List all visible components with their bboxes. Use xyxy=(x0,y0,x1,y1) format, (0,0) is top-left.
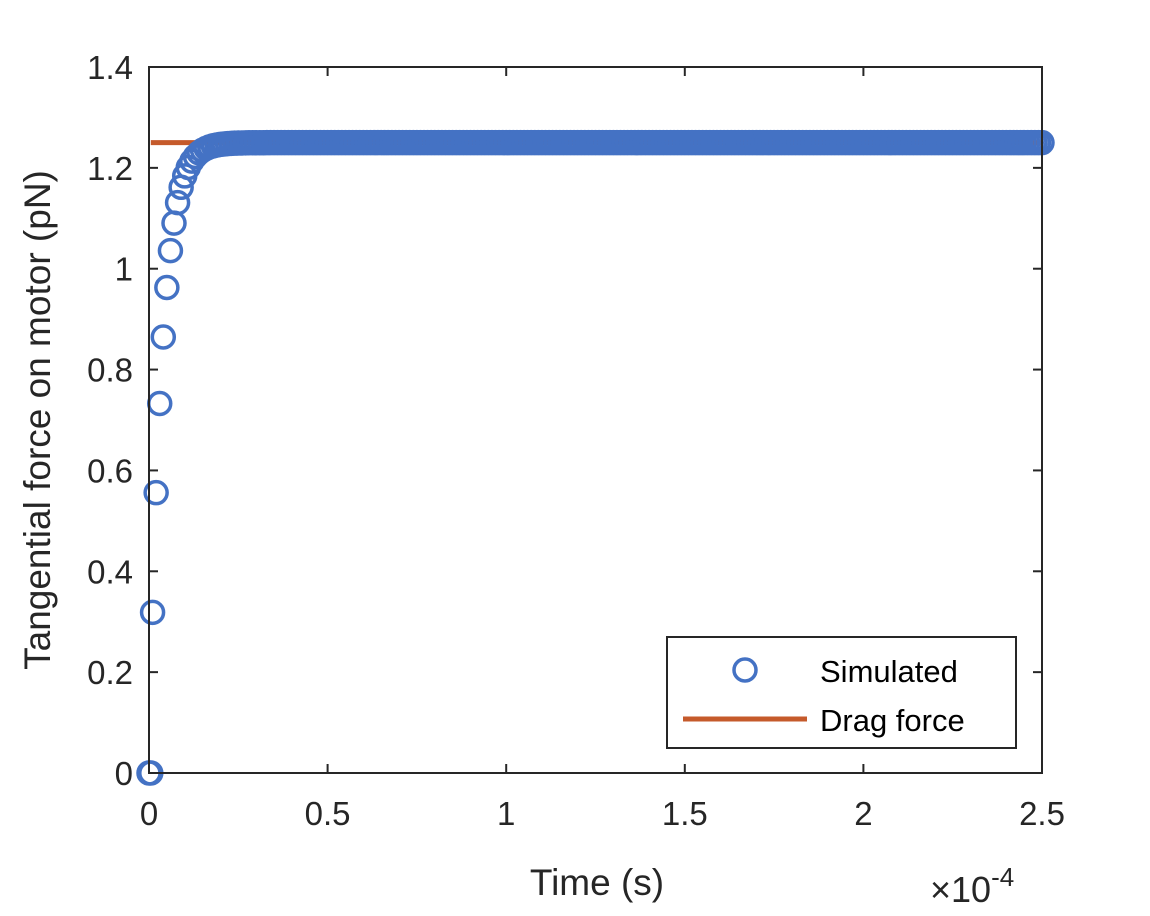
x-tick-label: 0.5 xyxy=(305,795,351,832)
simulated-point xyxy=(143,479,169,506)
x-tick-label: 1.5 xyxy=(662,795,708,832)
legend-marker-simulated xyxy=(732,657,758,683)
y-tick-label: 1 xyxy=(115,251,133,288)
y-tick-label: 0 xyxy=(115,755,133,792)
simulated-point xyxy=(150,324,177,350)
simulated-point xyxy=(139,599,166,626)
legend: Simulated Drag force xyxy=(666,636,1017,749)
y-tick-label: 0.2 xyxy=(87,654,133,691)
y-tick-label: 1.4 xyxy=(87,49,133,86)
y-tick-label: 0.8 xyxy=(87,352,133,389)
axes-box xyxy=(148,66,1043,774)
x-tick-label: 2.5 xyxy=(1019,795,1065,832)
legend-label-simulated: Simulated xyxy=(820,654,958,689)
plot-area xyxy=(136,129,1055,786)
x-tick-label: 1 xyxy=(497,795,515,832)
x-axis-exponent-power: -4 xyxy=(991,862,1014,892)
simulated-point xyxy=(157,237,184,264)
simulated-point xyxy=(154,274,180,301)
x-axis-label: Time (s) xyxy=(530,862,664,903)
x-axis-exponent: ×10-4 xyxy=(930,862,1014,910)
y-tick-label: 1.2 xyxy=(87,150,133,187)
x-axis-exponent-base: 10 xyxy=(951,869,991,910)
x-tick-label: 2 xyxy=(854,795,872,832)
y-tick-label: 0.6 xyxy=(87,452,133,489)
x-axis-exponent-times: × xyxy=(930,869,951,910)
y-tick-label: 0.4 xyxy=(87,553,133,590)
y-axis-label: Tangential force on motor (pN) xyxy=(17,170,58,670)
x-tick-label: 0 xyxy=(140,795,158,832)
legend-box xyxy=(666,636,1017,749)
axis-ticks: 0 0.5 1 1.5 2 2.5 0 0.2 0.4 0.6 0.8 1 1.2 1.4 xyxy=(87,49,1065,832)
simulated-point xyxy=(164,189,191,216)
legend-label-drag-force: Drag force xyxy=(820,703,965,738)
